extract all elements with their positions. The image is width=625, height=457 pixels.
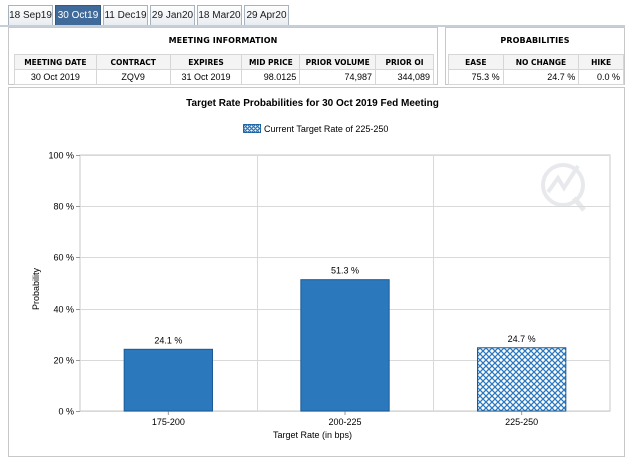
col-expires: EXPIRES: [169, 54, 243, 70]
tab-11-dec19[interactable]: 11 Dec19: [103, 5, 148, 25]
y-tick-label: 80 %: [53, 202, 74, 212]
table-row: 75.3 % 24.7 % 0.0 %: [448, 69, 624, 85]
probabilities-panel: PROBABILITIES EASE NO CHANGE HIKE 75.3 %…: [445, 27, 625, 85]
col-meeting-date: MEETING DATE: [14, 54, 97, 70]
col-prior-volume: PRIOR VOLUME: [299, 54, 377, 70]
legend-swatch: [243, 124, 261, 133]
bar-225-250: [477, 347, 567, 412]
no-change-value: 24.7 %: [502, 69, 580, 85]
tab-18-sep19[interactable]: 18 Sep19: [8, 5, 53, 25]
hike-value: 0.0 %: [578, 69, 624, 85]
tabs-underline: [0, 25, 625, 27]
x-tick-label: 200-225: [328, 417, 361, 427]
x-axis-label: Target Rate (in bps): [272, 430, 353, 440]
col-mid-price: MID PRICE: [241, 54, 301, 70]
bar-175-200: [123, 348, 213, 412]
chart-title: Target Rate Probabilities for 30 Oct 201…: [186, 98, 439, 109]
y-tick-label: 60 %: [53, 253, 74, 263]
x-tick-label: 175-200: [152, 417, 185, 427]
y-tick-label: 20 %: [53, 356, 74, 366]
tab-18-mar20[interactable]: 18 Mar20: [197, 5, 242, 25]
y-tick-label: 100 %: [48, 151, 74, 161]
bar-value-label: 51.3 %: [331, 266, 359, 276]
y-axis-label: Probability: [31, 267, 41, 311]
meeting-tabs: 18 Sep19 30 Oct19 11 Dec19 29 Jan20 18 M…: [0, 0, 625, 27]
prior-oi-value: 344,089: [375, 69, 434, 85]
legend-label: Current Target Rate of 225-250: [264, 124, 389, 134]
meeting-info-table: MEETING DATE CONTRACT EXPIRES MID PRICE …: [14, 54, 434, 85]
table-row: 30 Oct 2019 ZQV9 31 Oct 2019 98.0125 74,…: [14, 69, 434, 85]
meeting-info-heading: MEETING INFORMATION: [168, 36, 278, 45]
meeting-info-panel: MEETING INFORMATION MEETING DATE CONTRAC…: [8, 27, 438, 85]
bar-value-label: 24.7 %: [508, 334, 536, 344]
bar-200-225: [300, 279, 390, 412]
y-tick-label: 0 %: [58, 407, 74, 417]
tab-29-jan20[interactable]: 29 Jan20: [150, 5, 195, 25]
bar-value-label: 24.1 %: [154, 335, 182, 345]
probabilities-table: EASE NO CHANGE HIKE 75.3 % 24.7 % 0.0 %: [448, 54, 624, 85]
x-tick-label: 225-250: [505, 417, 538, 427]
mid-price-value: 98.0125: [241, 69, 301, 85]
probabilities-heading: PROBABILITIES: [500, 36, 570, 45]
tab-29-apr20[interactable]: 29 Apr20: [244, 5, 289, 25]
tab-30-oct19[interactable]: 30 Oct19: [55, 5, 101, 25]
col-hike: HIKE: [578, 54, 624, 70]
watermark-logo-icon: [541, 163, 586, 212]
contract-value: ZQV9: [95, 69, 171, 85]
y-tick-label: 40 %: [53, 305, 74, 315]
